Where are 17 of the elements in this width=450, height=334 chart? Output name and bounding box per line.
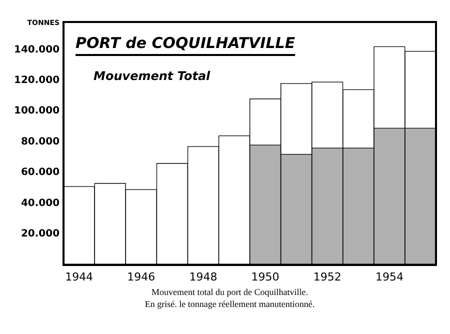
text: Mouvement total du port de Coquilhatville. bbox=[152, 286, 308, 297]
y-tick-label: 80.000 bbox=[20, 136, 60, 148]
x-tick-label: 1954 bbox=[375, 270, 404, 284]
y-tick-label: 120.000 bbox=[14, 74, 60, 86]
y-tick-label: 100.000 bbox=[14, 106, 60, 117]
text: En grisé. le tonnage réellement manutentionné. bbox=[144, 298, 315, 309]
x-tick-label: 1948 bbox=[189, 270, 218, 284]
x-tick-label: 1950 bbox=[251, 270, 280, 284]
x-tick-label: 1952 bbox=[313, 270, 342, 284]
text: Mouvement Total bbox=[94, 69, 212, 83]
y-tick-label: 20.000 bbox=[20, 228, 60, 240]
x-tick-label: 1946 bbox=[127, 270, 156, 284]
y-tick-label: 60.000 bbox=[20, 167, 60, 178]
y-tick-label: 40.000 bbox=[20, 198, 60, 209]
y-tick-label: 140.000 bbox=[14, 44, 60, 56]
x-tick-label: 1944 bbox=[65, 270, 94, 284]
text: PORT de COQUILHATVILLE bbox=[76, 34, 296, 52]
